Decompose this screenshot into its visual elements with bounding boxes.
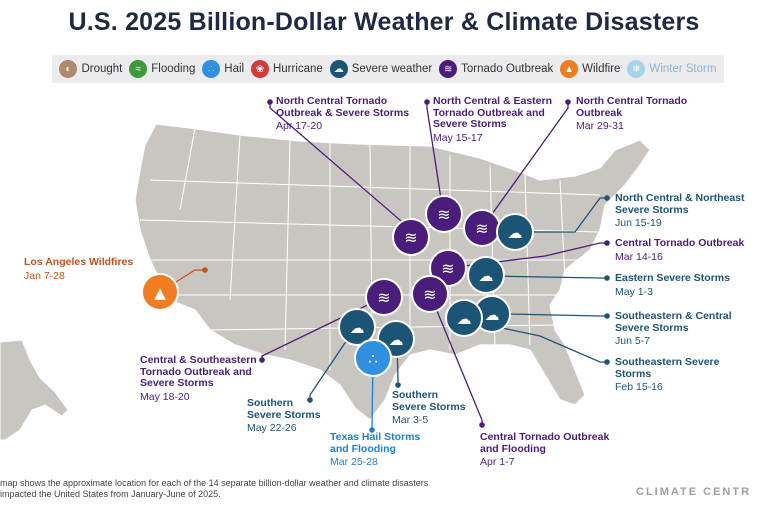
svg-text:☁: ☁ (485, 306, 500, 324)
svg-text:∴: ∴ (368, 350, 378, 368)
label-southern-severe-may: Southern Severe Storms May 22-26 (247, 397, 321, 434)
label-north-central-tornado-mar: North Central Tornado Outbreak Mar 29-31 (576, 95, 688, 132)
label-central-tornado-flooding: Central Tornado Outbreak and Flooding Apr… (480, 431, 610, 468)
tornado-icon: ≋ (439, 60, 458, 78)
legend-item-winter-storm: ❄ Winter Storm (627, 60, 716, 78)
legend-item-wildfire: ▲ Wildfire (560, 60, 620, 78)
svg-text:≋: ≋ (441, 259, 454, 278)
legend: ◐ Drought ≈ Flooding ∴ Hail ❀ Hurricane ☁ Sev… (52, 55, 724, 83)
legend-item-tornado: ≋ Tornado Outbreak (439, 60, 553, 78)
marker-apr1-tornado: ≋ (411, 275, 449, 313)
svg-text:≋: ≋ (475, 219, 488, 238)
svg-text:≋: ≋ (404, 228, 417, 247)
label-central-southeastern-tornado: Central & Southeastern Tornado Outbreak … (140, 354, 257, 403)
svg-text:≋: ≋ (423, 285, 436, 304)
winter-storm-icon: ❄ (627, 60, 646, 78)
marker-may15-tornado: ≋ (425, 195, 463, 233)
us-mainland (134, 123, 651, 421)
footer-note: map shows the approximate location for e… (0, 478, 429, 499)
marker-may18-tornado: ≋ (365, 278, 403, 316)
label-north-central-tornado-apr: North Central Tornado Outbreak & Severe … (276, 95, 410, 132)
marker-jun15-severe: ☁ (496, 213, 534, 251)
marker-mar14-tornado: ≋ (429, 249, 467, 287)
marker-may22-severe: ☁ (338, 308, 376, 346)
hurricane-icon: ❀ (250, 60, 269, 78)
marker-jan7-wildfire: ▲ (141, 273, 179, 311)
label-eastern-severe: Eastern Severe Storms May 1-3 (615, 272, 730, 298)
svg-text:▲: ▲ (154, 284, 166, 302)
marker-feb15-severe: ☁ (445, 299, 483, 337)
svg-text:☁: ☁ (350, 319, 365, 337)
label-southern-severe-mar: Southern Severe Storms Mar 3-5 (392, 389, 466, 426)
legend-item-flooding: ≈ Flooding (129, 60, 195, 78)
svg-text:☁: ☁ (479, 267, 494, 285)
label-southeastern-central-severe: Southeastern & Central Severe Storms Jun … (615, 310, 732, 347)
severe-weather-icon: ☁ (329, 60, 348, 78)
marker-may1-severe: ☁ (467, 256, 505, 294)
legend-item-drought: ◐ Drought (59, 60, 122, 78)
marker-mar25-hail: ∴ (354, 339, 392, 377)
drought-icon: ◐ (59, 60, 78, 78)
label-texas-hail: Texas Hail Storms and Flooding Mar 25-28 (330, 431, 421, 468)
marker-apr17-tornado: ≋ (392, 218, 430, 256)
page-title: U.S. 2025 Billion-Dollar Weather & Clima… (68, 8, 700, 36)
svg-text:≋: ≋ (377, 288, 390, 307)
label-north-central-northeast-severe: North Central & Northeast Severe Storms J… (615, 192, 745, 229)
legend-item-severe-weather: ☁ Severe weather (329, 60, 432, 78)
svg-text:☁: ☁ (457, 310, 472, 328)
wildfire-icon: ▲ (560, 60, 579, 78)
label-north-central-eastern-tornado: North Central & Eastern Tornado Outbreak… (433, 95, 553, 144)
legend-item-hail: ∴ Hail (202, 60, 244, 78)
label-la-wildfires: Los Angeles Wildfires Jan 7-28 (24, 256, 134, 282)
alaska (0, 339, 69, 441)
label-southeastern-severe: Southeastern Severe Storms Feb 15-16 (615, 356, 720, 393)
svg-text:☁: ☁ (508, 224, 523, 242)
svg-text:☁: ☁ (389, 331, 404, 349)
hail-icon: ∴ (202, 60, 221, 78)
label-central-tornado: Central Tornado Outbreak Mar 14-16 (615, 237, 745, 263)
flooding-icon: ≈ (129, 60, 148, 78)
brand-logo: CLIMATE CENTR (636, 486, 752, 498)
marker-mar29-tornado: ≋ (463, 209, 501, 247)
legend-item-hurricane: ❀ Hurricane (250, 60, 323, 78)
svg-text:≋: ≋ (437, 205, 450, 224)
